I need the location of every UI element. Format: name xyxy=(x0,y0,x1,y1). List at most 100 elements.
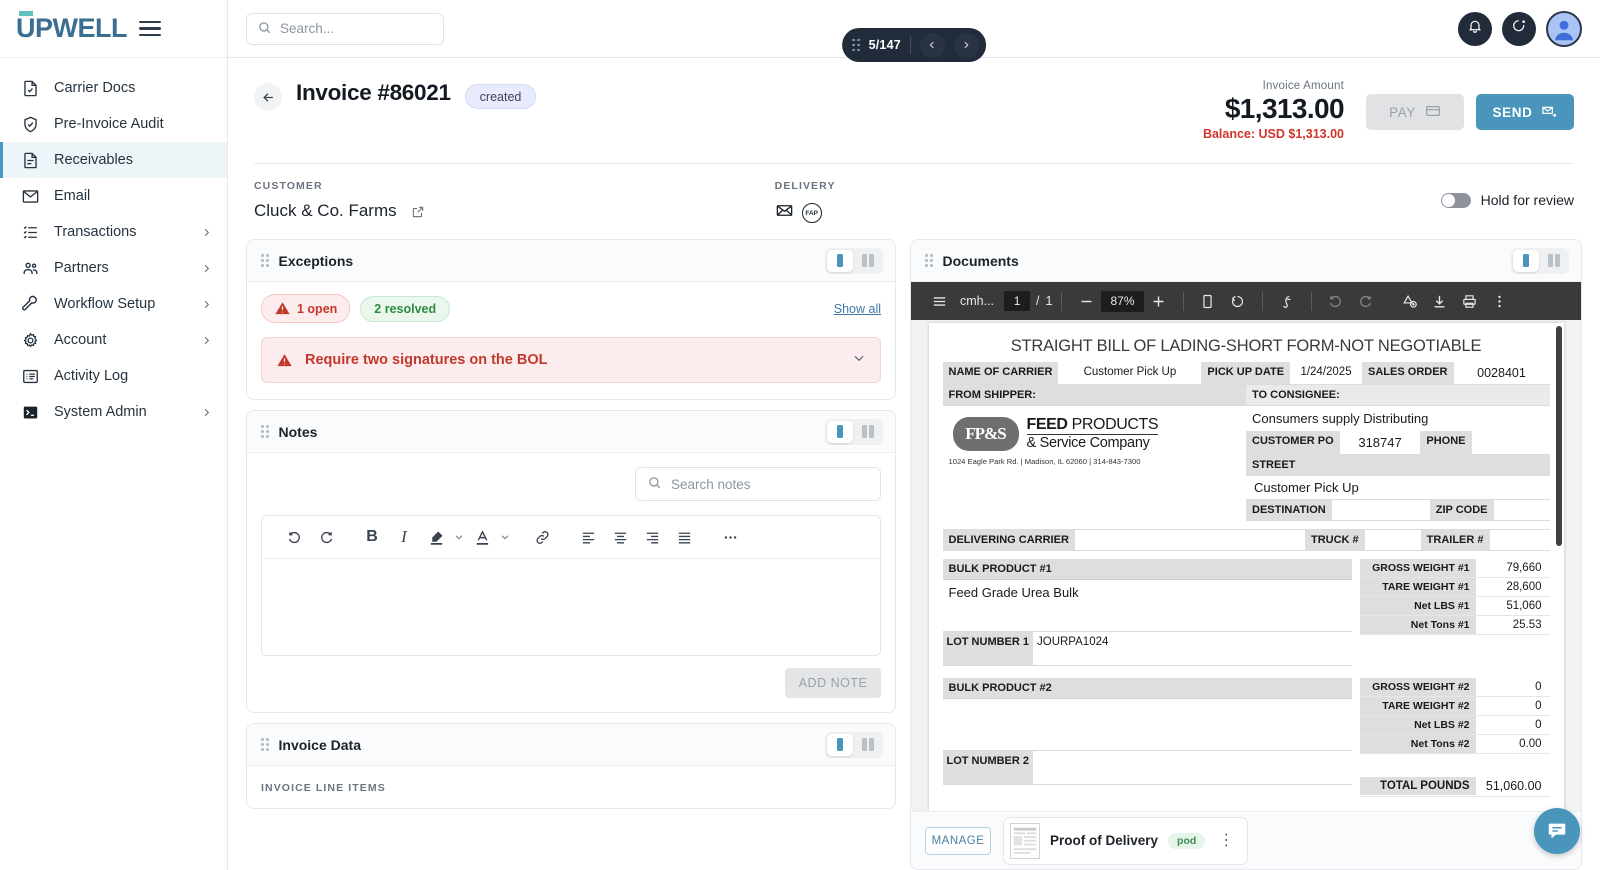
people-icon xyxy=(20,258,40,278)
bol-weight-label: GROSS WEIGHT #2 xyxy=(1359,678,1476,696)
user-avatar[interactable] xyxy=(1546,10,1582,47)
sidebar-item-carrier-docs[interactable]: Carrier Docs xyxy=(0,70,227,106)
print-icon[interactable] xyxy=(1455,286,1485,316)
pdf-viewport[interactable]: STRAIGHT BILL OF LADING-SHORT FORM-NOT N… xyxy=(911,320,1581,811)
sidebar-item-system-admin[interactable]: System Admin xyxy=(0,394,227,430)
note-editor-textarea[interactable] xyxy=(262,559,880,655)
invoice-data-layout-toggle[interactable] xyxy=(825,731,883,758)
sidebar-item-partners[interactable]: Partners xyxy=(0,250,227,286)
align-right-icon[interactable] xyxy=(636,522,668,552)
hold-for-review-toggle[interactable] xyxy=(1440,192,1471,208)
help-chat-button[interactable] xyxy=(1502,11,1536,46)
bell-icon xyxy=(1467,18,1483,39)
envelope-icon xyxy=(20,186,40,206)
header-divider xyxy=(254,163,1574,164)
highlight-icon[interactable] xyxy=(420,522,452,552)
zoom-in-icon[interactable] xyxy=(1144,286,1174,316)
documents-layout-toggle[interactable] xyxy=(1511,247,1569,274)
sidebar-item-email[interactable]: Email xyxy=(0,178,227,214)
delivery-fap-badge[interactable]: FAP xyxy=(801,203,822,223)
bol-weights-gap xyxy=(1360,754,1550,776)
pager-next-button[interactable] xyxy=(953,32,979,58)
search-icon xyxy=(647,475,662,493)
sidebar-item-receivables[interactable]: Receivables xyxy=(0,142,227,178)
pdf-sidebar-toggle-icon[interactable] xyxy=(924,286,954,316)
drag-handle-icon[interactable] xyxy=(925,254,933,267)
notes-search-row: Search notes xyxy=(261,467,881,501)
redo-icon[interactable] xyxy=(310,522,342,552)
two-column-view-icon[interactable] xyxy=(855,421,881,443)
search-input[interactable]: Search... xyxy=(246,12,444,45)
pdf-zoom-level[interactable]: 87% xyxy=(1101,290,1144,312)
pdf-redo-icon[interactable] xyxy=(1351,286,1381,316)
notes-search-input[interactable]: Search notes xyxy=(635,467,881,501)
single-column-view-icon[interactable] xyxy=(827,420,853,443)
notifications-button[interactable] xyxy=(1458,11,1492,46)
undo-icon[interactable] xyxy=(278,522,310,552)
align-left-icon[interactable] xyxy=(572,522,604,552)
bol-product-1-lot-row: LOT NUMBER 1 JOURPA1024 xyxy=(942,632,1352,666)
back-button[interactable] xyxy=(254,83,282,111)
notes-layout-toggle[interactable] xyxy=(825,418,883,445)
add-note-button[interactable]: ADD NOTE xyxy=(785,668,881,698)
invoice-data-body: INVOICE LINE ITEMS xyxy=(247,766,895,808)
pdf-scrollbar[interactable] xyxy=(1555,326,1562,546)
sidebar-item-pre-invoice-audit[interactable]: Pre-Invoice Audit xyxy=(0,106,227,142)
zoom-out-icon[interactable] xyxy=(1071,286,1101,316)
more-options-icon[interactable] xyxy=(714,522,746,552)
sidebar-item-workflow-setup[interactable]: Workflow Setup xyxy=(0,286,227,322)
sidebar-item-activity-log[interactable]: Activity Log xyxy=(0,358,227,394)
two-column-view-icon[interactable] xyxy=(855,250,881,272)
exceptions-open-chip[interactable]: 1 open xyxy=(261,294,351,323)
pdf-more-menu-icon[interactable] xyxy=(1485,286,1515,316)
two-column-view-icon[interactable] xyxy=(1541,250,1567,272)
drag-handle-icon[interactable] xyxy=(261,254,269,267)
sidebar-item-transactions[interactable]: Transactions xyxy=(0,214,227,250)
link-icon[interactable] xyxy=(526,522,558,552)
document-list-item[interactable]: Proof of Delivery pod ⋮ xyxy=(1003,816,1249,865)
pay-button[interactable]: PAY xyxy=(1366,94,1464,130)
italic-icon[interactable]: I xyxy=(401,527,407,546)
chevron-down-icon[interactable] xyxy=(452,522,466,552)
drag-handle-icon[interactable] xyxy=(852,38,860,52)
list-icon xyxy=(20,222,40,242)
send-button[interactable]: SEND xyxy=(1476,94,1574,130)
single-column-view-icon[interactable] xyxy=(827,733,853,756)
sidebar-item-account[interactable]: Account xyxy=(0,322,227,358)
add-highlight-icon[interactable] xyxy=(1395,286,1425,316)
align-center-icon[interactable] xyxy=(604,522,636,552)
drag-handle-icon[interactable] xyxy=(261,738,269,751)
align-justify-icon[interactable] xyxy=(668,522,700,552)
bold-icon[interactable]: B xyxy=(366,528,378,545)
exceptions-resolved-chip[interactable]: 2 resolved xyxy=(360,295,451,322)
exception-item[interactable]: Require two signatures on the BOL xyxy=(261,337,881,383)
fit-page-icon[interactable] xyxy=(1193,286,1223,316)
manage-documents-button[interactable]: MANAGE xyxy=(925,826,991,855)
hold-for-review-control[interactable]: Hold for review xyxy=(1440,192,1574,208)
chevron-down-icon[interactable] xyxy=(498,522,512,552)
open-external-icon[interactable] xyxy=(411,204,425,218)
rotate-icon[interactable] xyxy=(1223,286,1253,316)
pdf-undo-icon[interactable] xyxy=(1321,286,1351,316)
sidebar-item-label: Activity Log xyxy=(54,368,129,384)
single-column-view-icon[interactable] xyxy=(1513,249,1539,272)
text-color-icon[interactable] xyxy=(466,522,498,552)
pager-prev-button[interactable] xyxy=(919,32,945,58)
two-column-view-icon[interactable] xyxy=(855,734,881,756)
exceptions-layout-toggle[interactable] xyxy=(825,247,883,274)
annotate-draw-icon[interactable] xyxy=(1272,286,1302,316)
chevron-down-icon[interactable] xyxy=(852,351,866,370)
document-more-menu-icon[interactable]: ⋮ xyxy=(1218,831,1235,849)
support-chat-fab[interactable] xyxy=(1534,808,1580,854)
sidebar-item-label: Transactions xyxy=(54,224,137,240)
record-pager[interactable]: 5/147 xyxy=(842,28,986,62)
menu-toggle-icon[interactable] xyxy=(139,20,161,37)
pdf-page-input[interactable]: 1 xyxy=(1004,291,1031,311)
delivery-email-icon[interactable] xyxy=(775,201,794,225)
drag-handle-icon[interactable] xyxy=(261,425,269,438)
upwell-logo[interactable]: U PWELL xyxy=(16,11,128,44)
single-column-view-icon[interactable] xyxy=(827,249,853,272)
bol-weight-label: TARE WEIGHT #2 xyxy=(1359,697,1476,715)
download-icon[interactable] xyxy=(1425,286,1455,316)
exceptions-show-all-link[interactable]: Show all xyxy=(833,301,881,316)
